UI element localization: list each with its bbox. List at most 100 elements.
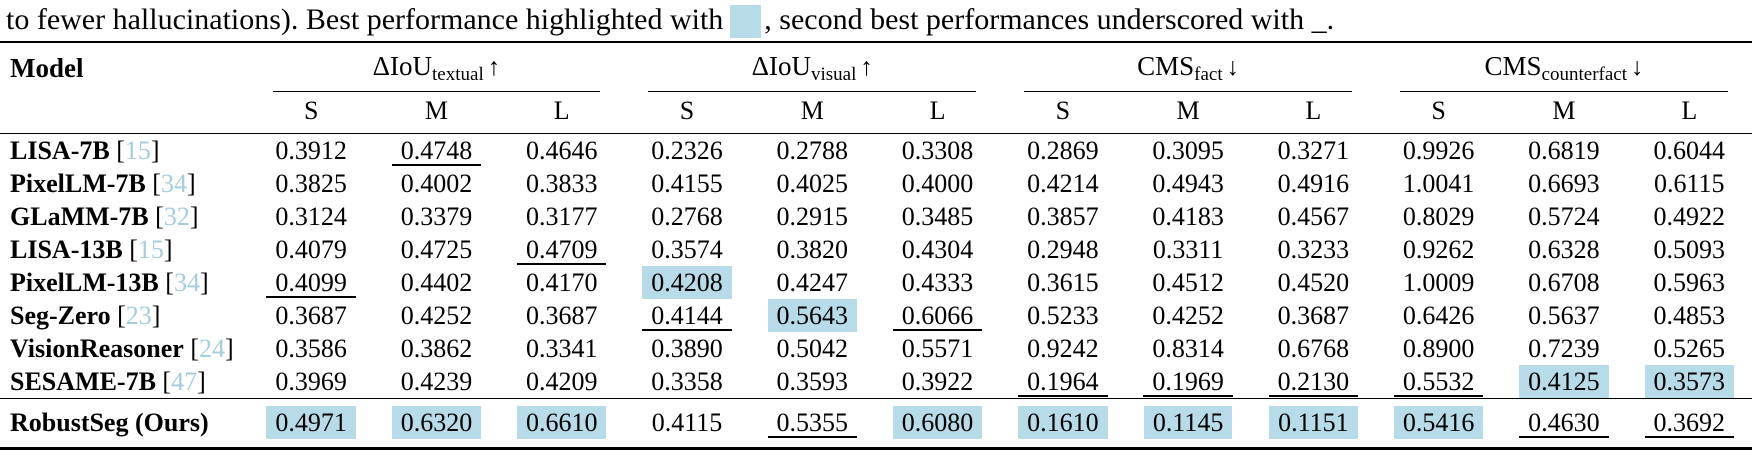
- model-name: PixelLM-13B [34]: [0, 266, 249, 299]
- citation-link[interactable]: [15]: [109, 135, 160, 165]
- value: 0.3862: [400, 334, 473, 363]
- value-cell: 0.4252: [374, 299, 499, 332]
- value: 0.2915: [776, 202, 849, 231]
- citation-link[interactable]: [47]: [155, 366, 206, 396]
- value-cell: 0.5416: [1376, 399, 1501, 449]
- value: 0.5265: [1653, 334, 1726, 363]
- value: 0.2869: [1027, 136, 1099, 165]
- value: 0.2948: [1027, 235, 1099, 264]
- value-cell: 0.4125: [1501, 365, 1626, 399]
- value-cell: 1.0041: [1376, 167, 1501, 200]
- citation-link[interactable]: [34]: [158, 267, 209, 297]
- up-arrow-icon: ↑: [860, 54, 873, 81]
- value: 0.4333: [901, 268, 974, 297]
- value-cell: 0.3358: [624, 365, 749, 399]
- value-cell: 0.2788: [750, 134, 875, 168]
- value-cell: 0.5355: [750, 399, 875, 449]
- citation-number: 15: [137, 234, 164, 264]
- value: 0.3124: [275, 202, 347, 231]
- table-row: Seg-Zero [23] 0.3687 0.4252 0.3687 0.4144 0.5…: [0, 299, 1752, 332]
- value-cell: 0.4402: [374, 266, 499, 299]
- group-label: CMScounterfact ↓: [1376, 51, 1752, 86]
- value-cell: 0.5233: [1000, 299, 1125, 332]
- value-cell: 0.3687: [249, 299, 374, 332]
- best-value: 0.4125: [1519, 365, 1609, 398]
- value: 0.3687: [525, 301, 598, 330]
- value-cell: 0.3586: [249, 332, 374, 365]
- value: 0.4252: [400, 301, 473, 330]
- best-value: 0.4971: [266, 406, 356, 439]
- value-cell: 0.5571: [875, 332, 1000, 365]
- citation-link[interactable]: [34]: [145, 168, 196, 198]
- group-label: ΔIoUvisual ↑: [624, 51, 1000, 86]
- value-cell: 0.5093: [1627, 233, 1752, 266]
- value-cell: 0.5637: [1501, 299, 1626, 332]
- value: 0.5093: [1653, 235, 1726, 264]
- value-cell: 0.3912: [249, 134, 374, 168]
- value-cell: 0.1145: [1125, 399, 1250, 449]
- second-best-value: 0.1969: [1143, 366, 1233, 397]
- citation-link[interactable]: [24]: [183, 333, 234, 363]
- value-cell: 0.6044: [1627, 134, 1752, 168]
- value-cell: 0.4170: [499, 266, 624, 299]
- citation-number: 15: [124, 135, 151, 165]
- citation-link[interactable]: [32]: [148, 201, 199, 231]
- value: 0.4115: [651, 408, 723, 437]
- value-cell: 0.3922: [875, 365, 1000, 399]
- table-caption: to fewer hallucinations). Best performan…: [0, 0, 1752, 39]
- value-cell: 0.3379: [374, 200, 499, 233]
- citation-number: 34: [160, 168, 187, 198]
- model-name: RobustSeg (Ours): [0, 399, 249, 449]
- value: 0.4247: [776, 268, 849, 297]
- model-name: PixelLM-7B [34]: [0, 167, 249, 200]
- best-value: 0.1145: [1143, 406, 1233, 439]
- value: 0.3890: [651, 334, 723, 363]
- second-best-value: 0.5532: [1393, 366, 1484, 397]
- value-cell: 0.4208: [624, 266, 749, 299]
- citation-link[interactable]: [15]: [122, 234, 173, 264]
- value: 0.5724: [1528, 202, 1600, 231]
- value-cell: 0.3593: [750, 365, 875, 399]
- value-cell: 0.9926: [1376, 134, 1501, 168]
- value-cell: 0.4025: [750, 167, 875, 200]
- value: 0.3969: [275, 367, 347, 396]
- value: 0.4567: [1277, 202, 1350, 231]
- subheader-l: L: [929, 96, 946, 125]
- value: 0.8900: [1402, 334, 1475, 363]
- value-cell: 0.4155: [624, 167, 749, 200]
- second-best-value: 0.3692: [1644, 407, 1735, 438]
- value: 0.2326: [651, 136, 723, 165]
- value: 0.4239: [400, 367, 473, 396]
- value-cell: 0.4002: [374, 167, 499, 200]
- value: 0.4916: [1277, 169, 1350, 198]
- metric-subscript: visual: [811, 64, 857, 85]
- value-cell: 0.3233: [1251, 233, 1376, 266]
- value: 0.4183: [1152, 202, 1224, 231]
- value-cell: 0.1610: [1000, 399, 1125, 449]
- value-cell: 0.2130: [1251, 365, 1376, 399]
- value-cell: 0.3825: [249, 167, 374, 200]
- second-best-value: 0.4630: [1519, 407, 1609, 438]
- citation-number: 32: [163, 201, 190, 231]
- subheader-m: M: [424, 96, 448, 125]
- table-row: LISA-13B [15] 0.4079 0.4725 0.4709 0.3574 0.3…: [0, 233, 1752, 266]
- table-row-ours: RobustSeg (Ours) 0.4971 0.6320 0.6610 0.4115…: [0, 398, 1752, 449]
- best-value: 0.6320: [391, 406, 482, 439]
- caption-text-after: , second best performances underscored w…: [764, 3, 1335, 36]
- value-cell: 0.3692: [1627, 399, 1752, 449]
- value-cell: 0.9262: [1376, 233, 1501, 266]
- value: 0.3358: [651, 367, 723, 396]
- value: 0.6115: [1654, 169, 1725, 198]
- group-label: ΔIoUtextual ↑: [249, 51, 625, 86]
- value: 0.5233: [1027, 301, 1099, 330]
- value: 0.4943: [1152, 169, 1224, 198]
- value-cell: 0.6693: [1501, 167, 1626, 200]
- model-name-label: RobustSeg (Ours): [10, 408, 209, 437]
- value-cell: 0.6426: [1376, 299, 1501, 332]
- citation-link[interactable]: [23]: [110, 300, 161, 330]
- value: 0.4304: [901, 235, 974, 264]
- best-value: 0.5416: [1393, 406, 1484, 439]
- subheader-m: M: [800, 96, 824, 125]
- value: 0.4922: [1653, 202, 1726, 231]
- value-cell: 0.3615: [1000, 266, 1125, 299]
